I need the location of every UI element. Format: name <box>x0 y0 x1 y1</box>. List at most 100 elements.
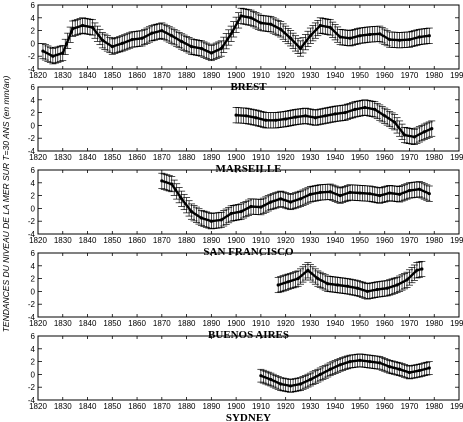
x-tick-label: 1960 <box>376 153 394 162</box>
data-point <box>189 45 194 49</box>
data-point <box>298 46 303 51</box>
data-point <box>41 49 45 53</box>
x-tick-label: 1930 <box>302 236 320 245</box>
series-line-san-francisco <box>161 179 430 223</box>
y-tick-label: 6 <box>31 332 36 341</box>
x-tick-label: 1840 <box>79 319 97 328</box>
data-point <box>259 205 263 209</box>
data-point <box>80 23 85 28</box>
data-point <box>345 284 350 288</box>
panel-sydney: 1820 1830 1840 1850 1860 1870 1880 1890 1900 1910… <box>28 332 463 422</box>
y-tick-label: 4 <box>31 14 36 23</box>
x-tick-label: 1980 <box>425 153 443 162</box>
x-tick-label: 1920 <box>277 236 295 245</box>
plot-frame <box>37 4 460 70</box>
x-tick-label: 1840 <box>79 71 97 80</box>
x-tick-label: 1980 <box>425 71 443 80</box>
x-tick-label: 1830 <box>54 71 72 80</box>
x-tick-label: 1840 <box>79 153 97 162</box>
x-tick-label: 1940 <box>326 402 344 411</box>
data-point <box>306 268 310 272</box>
data-point <box>388 191 392 195</box>
data-point <box>326 282 330 286</box>
x-tick-label: 1870 <box>153 153 171 162</box>
y-tick-label: -4 <box>28 230 36 239</box>
data-point <box>397 367 402 371</box>
x-tick-label: 1880 <box>178 153 196 162</box>
x-tick-label: 1820 <box>29 319 47 328</box>
x-tick-label: 1940 <box>326 153 344 162</box>
x-tick-label: 1850 <box>103 402 121 411</box>
data-point <box>375 287 379 292</box>
y-tick-label: 0 <box>31 121 36 130</box>
data-point <box>219 46 223 51</box>
y-tick-label: 2 <box>31 275 36 284</box>
y-tick-label: 2 <box>31 109 36 118</box>
data-point <box>279 197 283 201</box>
data-point <box>368 360 372 364</box>
x-tick-label: 1950 <box>351 153 369 162</box>
plot-frame <box>37 169 460 235</box>
x-tick-label: 1920 <box>277 153 295 162</box>
series-line-sydney <box>260 359 430 388</box>
x-tick-label: 1940 <box>326 236 344 245</box>
data-point <box>328 190 332 194</box>
x-tick-label: 1860 <box>128 402 146 411</box>
data-point <box>293 115 298 119</box>
x-tick-label: 1920 <box>277 402 295 411</box>
data-point <box>209 219 213 223</box>
x-tick-label: 1920 <box>277 319 295 328</box>
y-tick-label: 6 <box>31 249 36 258</box>
data-point <box>383 114 387 118</box>
x-tick-label: 1910 <box>252 236 270 245</box>
x-tick-label: 1850 <box>103 236 121 245</box>
y-tick-label: -2 <box>28 134 36 143</box>
y-tick-label: 6 <box>31 83 36 92</box>
plot-frame <box>37 335 460 401</box>
data-point <box>365 289 369 293</box>
x-tick-label: 1940 <box>326 319 344 328</box>
data-point <box>276 283 280 287</box>
x-tick-label: 1950 <box>351 402 369 411</box>
data-point <box>100 38 104 42</box>
x-tick-label: 1900 <box>227 153 245 162</box>
data-point <box>388 37 392 42</box>
data-point <box>244 114 248 118</box>
data-point <box>328 367 332 371</box>
data-point <box>71 27 75 31</box>
x-tick-label: 1830 <box>54 236 72 245</box>
data-point <box>289 36 293 40</box>
x-tick-label: 1950 <box>351 236 369 245</box>
data-point <box>318 190 322 194</box>
data-point <box>407 37 412 42</box>
data-point <box>338 363 342 367</box>
x-tick-label: 1950 <box>351 71 369 80</box>
data-point <box>279 27 283 31</box>
x-tick-label: 1980 <box>425 319 443 328</box>
data-point <box>333 112 337 116</box>
x-tick-label: 1890 <box>202 236 220 245</box>
x-tick-label: 1870 <box>153 236 171 245</box>
panel-title: SYDNEY <box>226 412 271 422</box>
y-tick-label: -4 <box>28 396 36 405</box>
x-tick-label: 1910 <box>252 319 270 328</box>
panel-title: SAN FRANCISCO <box>203 246 294 258</box>
data-point <box>338 194 342 198</box>
x-tick-label: 1890 <box>202 319 220 328</box>
x-tick-label: 1990 <box>450 319 463 328</box>
x-tick-label: 1840 <box>79 402 97 411</box>
x-tick-label: 1850 <box>103 153 121 162</box>
plot-frame <box>37 252 460 318</box>
x-tick-label: 1990 <box>450 153 463 162</box>
x-tick-label: 1990 <box>450 71 463 80</box>
x-tick-label: 1880 <box>178 236 196 245</box>
y-tick-label: 4 <box>31 179 36 188</box>
data-point <box>308 34 313 38</box>
y-tick-label: 0 <box>31 370 36 379</box>
y-tick-label: -4 <box>28 147 36 156</box>
y-tick-label: -4 <box>28 313 36 322</box>
data-point <box>170 34 174 38</box>
data-point <box>368 192 372 196</box>
y-tick-label: -2 <box>28 300 36 309</box>
data-point <box>422 130 426 134</box>
